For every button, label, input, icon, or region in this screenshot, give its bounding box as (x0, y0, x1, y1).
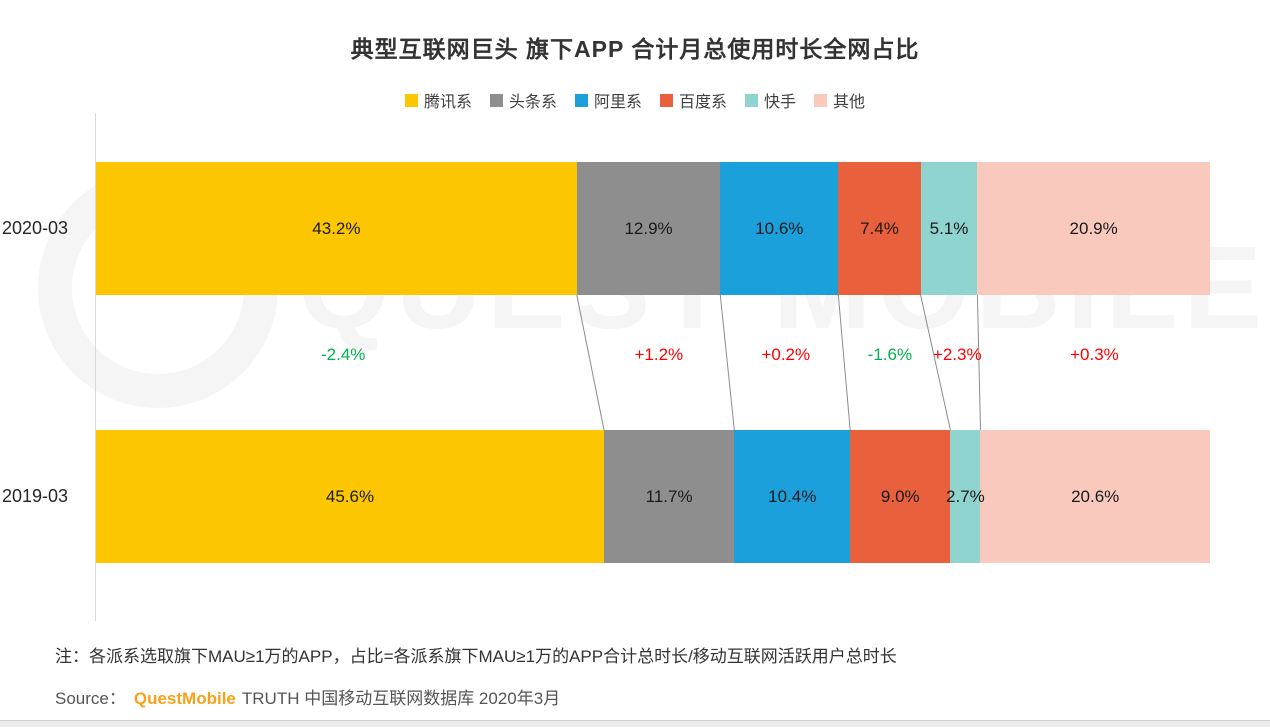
segment-connector-line (837, 295, 851, 430)
legend-label: 快手 (764, 94, 797, 111)
legend-swatch-icon (660, 93, 673, 107)
segment-value-label: 10.4% (768, 486, 817, 506)
segment-value-label: 2.7% (946, 486, 985, 506)
bar-segment-快手: 5.1% (920, 162, 978, 295)
legend-item: 阿里系 (574, 88, 642, 112)
segment-value-label: 43.2% (312, 218, 361, 238)
legend-label: 头条系 (508, 94, 557, 111)
legend-swatch-icon (745, 93, 759, 107)
segment-value-label: 11.7% (645, 486, 693, 506)
change-label: -2.4% (320, 345, 366, 364)
legend-label: 其他 (833, 94, 866, 111)
legend-swatch-icon (814, 93, 828, 107)
legend-label: 腾讯系 (423, 94, 472, 111)
bar-segment-阿里系: 10.6% (720, 162, 839, 295)
bar-segment-头条系: 11.7% (603, 430, 735, 563)
legend-item: 腾讯系 (404, 88, 472, 112)
legend-label: 百度系 (679, 94, 728, 111)
bar-segment-腾讯系: 43.2% (96, 162, 577, 295)
change-label: -1.6% (867, 345, 913, 364)
segment-value-label: 20.6% (1071, 486, 1120, 506)
bar-segment-百度系: 7.4% (838, 162, 921, 295)
bar-segment-百度系: 9.0% (850, 430, 951, 563)
bar-segment-阿里系: 10.4% (734, 430, 851, 563)
legend-swatch-icon (574, 93, 588, 107)
segment-value-label: 45.6% (325, 486, 375, 506)
source-suffix: TRUTH 中国移动互联网数据库 2020年3月 (241, 689, 561, 708)
segment-connector-line (920, 295, 951, 430)
change-label: +1.2% (634, 345, 684, 364)
segment-connector-line (576, 295, 605, 430)
segment-value-label: 9.0% (880, 486, 920, 506)
segment-value-label: 20.9% (1069, 218, 1118, 238)
bar-segment-腾讯系: 45.6% (96, 430, 604, 563)
legend-item: 其他 (814, 88, 865, 112)
legend-item: 头条系 (489, 88, 557, 112)
change-label: +0.2% (761, 345, 811, 364)
segment-value-label: 10.6% (755, 218, 804, 238)
legend-item: 快手 (745, 88, 796, 112)
stacked-bar-2019-03: 45.6% 11.7% 10.4% 9.0% 2.7% 20.6% (96, 430, 1210, 563)
bar-segment-其他: 20.6% (980, 430, 1210, 563)
row-label-2019-03: 2019-03 (2, 486, 69, 506)
source-prefix: Source： (55, 689, 126, 708)
row-label-2020-03: 2020-03 (2, 218, 69, 238)
segment-value-label: 5.1% (929, 218, 969, 238)
bar-segment-其他: 20.9% (977, 162, 1210, 295)
y-axis-line (95, 113, 96, 621)
bar-segment-头条系: 12.9% (576, 162, 721, 295)
segment-connector-line (719, 295, 735, 430)
segment-value-label: 12.9% (624, 218, 673, 238)
connector-lines (576, 295, 981, 430)
segment-connector-line (976, 295, 981, 430)
source-line: Source： QuestMobile TRUTH 中国移动互联网数据库 2020年… (55, 684, 560, 709)
legend-item: 百度系 (660, 88, 727, 112)
legend-swatch-icon (489, 93, 503, 107)
stacked-bar-2020-03: 43.2% 12.9% 10.6% 7.4% 5.1% 20.9% (96, 162, 1210, 295)
legend-label: 阿里系 (593, 94, 642, 111)
bar-segment-快手: 2.7% (946, 430, 985, 563)
change-label: +2.3% (932, 345, 982, 364)
brand-name: QuestMobile (133, 689, 236, 708)
chart-title: 典型互联网巨头 旗下APP 合计月总使用时长全网占比 (350, 36, 920, 62)
legend-swatch-icon (404, 93, 418, 107)
bottom-edge (0, 720, 1270, 727)
legend: 腾讯系 头条系 阿里系 百度系 快手 其他 (0, 88, 1270, 112)
segment-value-label: 7.4% (860, 218, 899, 238)
change-label: +0.3% (1070, 345, 1119, 364)
footnote: 注：各派系选取旗下MAU≥1万的APP，占比=各派系旗下MAU≥1万的APP合计… (55, 647, 897, 666)
gap-area: -2.4% +1.2% +0.2% -1.6% +2.3% +0.3% (96, 295, 1210, 430)
